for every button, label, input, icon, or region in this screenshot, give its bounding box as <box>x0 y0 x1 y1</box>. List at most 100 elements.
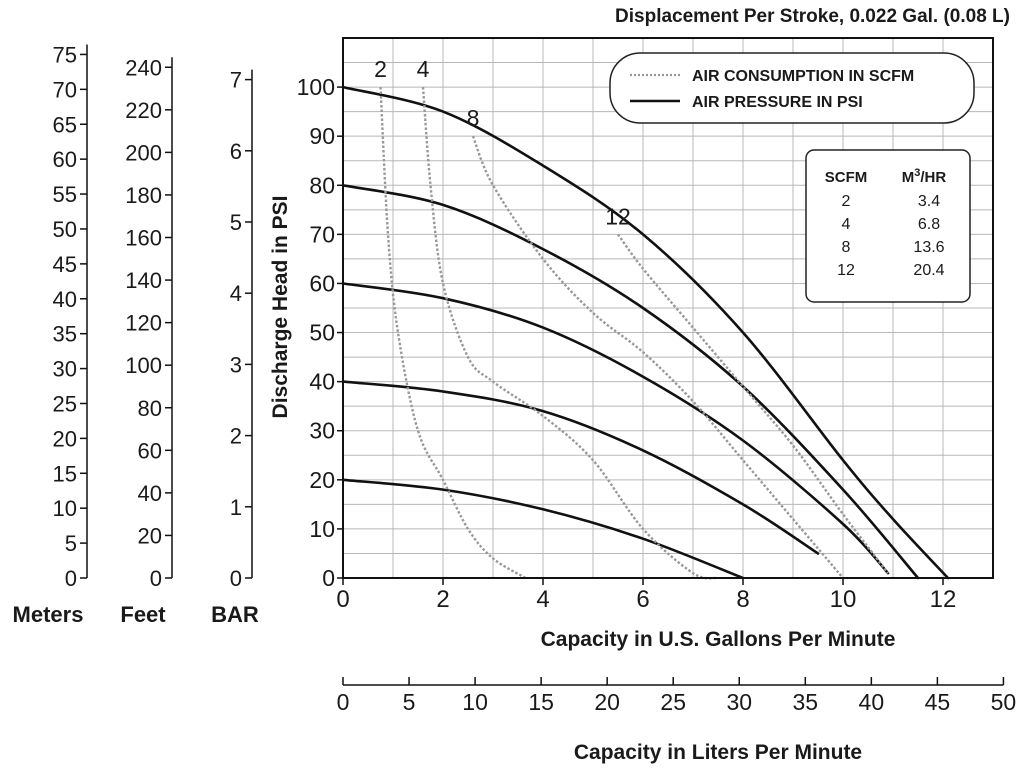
liters-tick-label: 0 <box>337 689 350 715</box>
legend-air-label: AIR CONSUMPTION IN SCFM <box>692 68 914 85</box>
liters-tick-label: 15 <box>528 689 554 715</box>
conversion-table: SCFM M3/HR 2 3.4 4 6.8 8 13.6 12 20.4 <box>805 149 971 303</box>
table-header-scfm: SCFM <box>825 169 868 186</box>
y-axis-label: Discharge Head in PSI <box>269 196 292 419</box>
feet-tick-label: 20 <box>138 523 162 548</box>
meters-tick-label: 25 <box>53 391 77 416</box>
chart-title: Displacement Per Stroke, 0.022 Gal. (0.0… <box>615 6 1010 27</box>
bar-tick-label: 7 <box>230 68 242 93</box>
table-cell-scfm: 2 <box>842 193 851 210</box>
feet-tick-label: 160 <box>125 226 162 251</box>
y-tick-label: 90 <box>309 123 335 149</box>
feet-tick-label: 0 <box>150 566 162 591</box>
x-axis-label: Capacity in U.S. Gallons Per Minute <box>541 628 896 651</box>
y-axis-ticks: 0 10 20 30 40 50 60 70 80 90 100 <box>297 74 343 591</box>
y-tick-label: 20 <box>309 467 335 493</box>
meters-tick-label: 15 <box>53 461 77 486</box>
x-tick-label: 0 <box>336 586 349 613</box>
y-tick-label: 60 <box>309 270 335 296</box>
meters-tick-label: 0 <box>65 566 77 591</box>
feet-tick-label: 60 <box>138 438 162 463</box>
curve-labels: 2 4 8 12 <box>374 56 631 229</box>
table-cell-m3hr: 6.8 <box>918 216 940 233</box>
pressure-curve-40-psi <box>341 380 820 555</box>
meters-tick-label: 75 <box>53 42 77 67</box>
table-header-m3hr: M3/HR <box>902 167 947 186</box>
x-tick-label: 2 <box>436 586 449 613</box>
table-cell-m3hr: 3.4 <box>918 193 940 210</box>
y-tick-label: 70 <box>309 221 335 247</box>
meters-tick-label: 30 <box>53 357 77 382</box>
conversion-table-box <box>805 149 971 303</box>
x-tick-label: 8 <box>736 586 749 613</box>
meters-tick-label: 70 <box>53 77 77 102</box>
meters-tick-label: 10 <box>53 496 77 521</box>
bar-tick-label: 1 <box>230 495 242 520</box>
meters-axis-label: Meters <box>13 602 84 627</box>
y-tick-label: 80 <box>309 172 335 198</box>
plot-area <box>342 37 994 579</box>
liters-tick-label: 35 <box>793 689 819 715</box>
table-cell-scfm: 4 <box>842 216 851 233</box>
meters-tick-label: 5 <box>65 531 77 556</box>
air-consumption-curves <box>379 87 889 580</box>
legend-pressure-label: AIR PRESSURE IN PSI <box>692 94 863 111</box>
liters-tick-label: 10 <box>462 689 488 715</box>
bar-tick-label: 2 <box>230 424 242 449</box>
x-tick-label: 6 <box>636 586 649 613</box>
table-cell-scfm: 8 <box>842 239 851 256</box>
liters-tick-label: 30 <box>726 689 752 715</box>
meters-tick-label: 20 <box>53 426 77 451</box>
feet-tick-label: 80 <box>138 396 162 421</box>
x-tick-label: 4 <box>536 586 549 613</box>
liters-tick-label: 50 <box>991 689 1017 715</box>
meters-tick-label: 55 <box>53 182 77 207</box>
liters-axis-label: Capacity in Liters Per Minute <box>574 741 862 764</box>
meters-tick-label: 50 <box>53 217 77 242</box>
air-curve-2-scfm <box>379 87 527 580</box>
pressure-curve-80-psi <box>341 184 920 580</box>
liters-tick-label: 45 <box>925 689 951 715</box>
feet-tick-label: 40 <box>138 481 162 506</box>
bar-tick-label: 3 <box>230 352 242 377</box>
table-cell-m3hr: 13.6 <box>913 239 944 256</box>
liters-tick-label: 20 <box>594 689 620 715</box>
air-curve-8-scfm <box>471 135 844 579</box>
bar-tick-label: 0 <box>230 566 242 591</box>
feet-tick-label: 240 <box>125 55 162 80</box>
meters-tick-label: 40 <box>53 287 77 312</box>
y-tick-label: 100 <box>297 74 335 100</box>
y-tick-label: 50 <box>309 320 335 346</box>
table-rows: 2 3.4 4 6.8 8 13.6 12 20.4 <box>837 193 945 279</box>
y-tick-label: 0 <box>322 565 335 591</box>
air-curve-label-4: 4 <box>417 56 430 82</box>
bar-tick-label: 5 <box>230 210 242 235</box>
air-pressure-curves <box>341 85 950 580</box>
meters-tick-label: 60 <box>53 147 77 172</box>
bar-axis-label: BAR <box>211 602 259 627</box>
feet-tick-label: 220 <box>125 98 162 123</box>
feet-tick-label: 140 <box>125 268 162 293</box>
x-tick-label: 10 <box>830 586 857 613</box>
legend: AIR CONSUMPTION IN SCFM AIR PRESSURE IN … <box>609 52 975 124</box>
y-tick-label: 40 <box>309 369 335 395</box>
pressure-curve-100-psi <box>341 85 950 580</box>
meters-tick-label: 65 <box>53 112 77 137</box>
meters-tick-label: 45 <box>53 252 77 277</box>
liters-axis: 0 5 10 15 20 25 30 35 40 45 50 <box>337 677 1017 715</box>
air-curve-label-12: 12 <box>605 203 631 229</box>
feet-tick-label: 200 <box>125 140 162 165</box>
air-curve-label-2: 2 <box>374 56 387 82</box>
liters-tick-label: 5 <box>403 689 416 715</box>
legend-box <box>609 52 975 124</box>
bar-tick-label: 4 <box>230 281 242 306</box>
y-tick-label: 30 <box>309 418 335 444</box>
air-curve-label-8: 8 <box>467 105 480 131</box>
table-cell-m3hr: 20.4 <box>913 262 944 279</box>
meters-tick-label: 35 <box>53 322 77 347</box>
feet-tick-label: 180 <box>125 183 162 208</box>
pressure-curve-60-psi <box>341 282 890 575</box>
air-curve-12-scfm <box>617 233 889 574</box>
liters-tick-label: 40 <box>859 689 885 715</box>
